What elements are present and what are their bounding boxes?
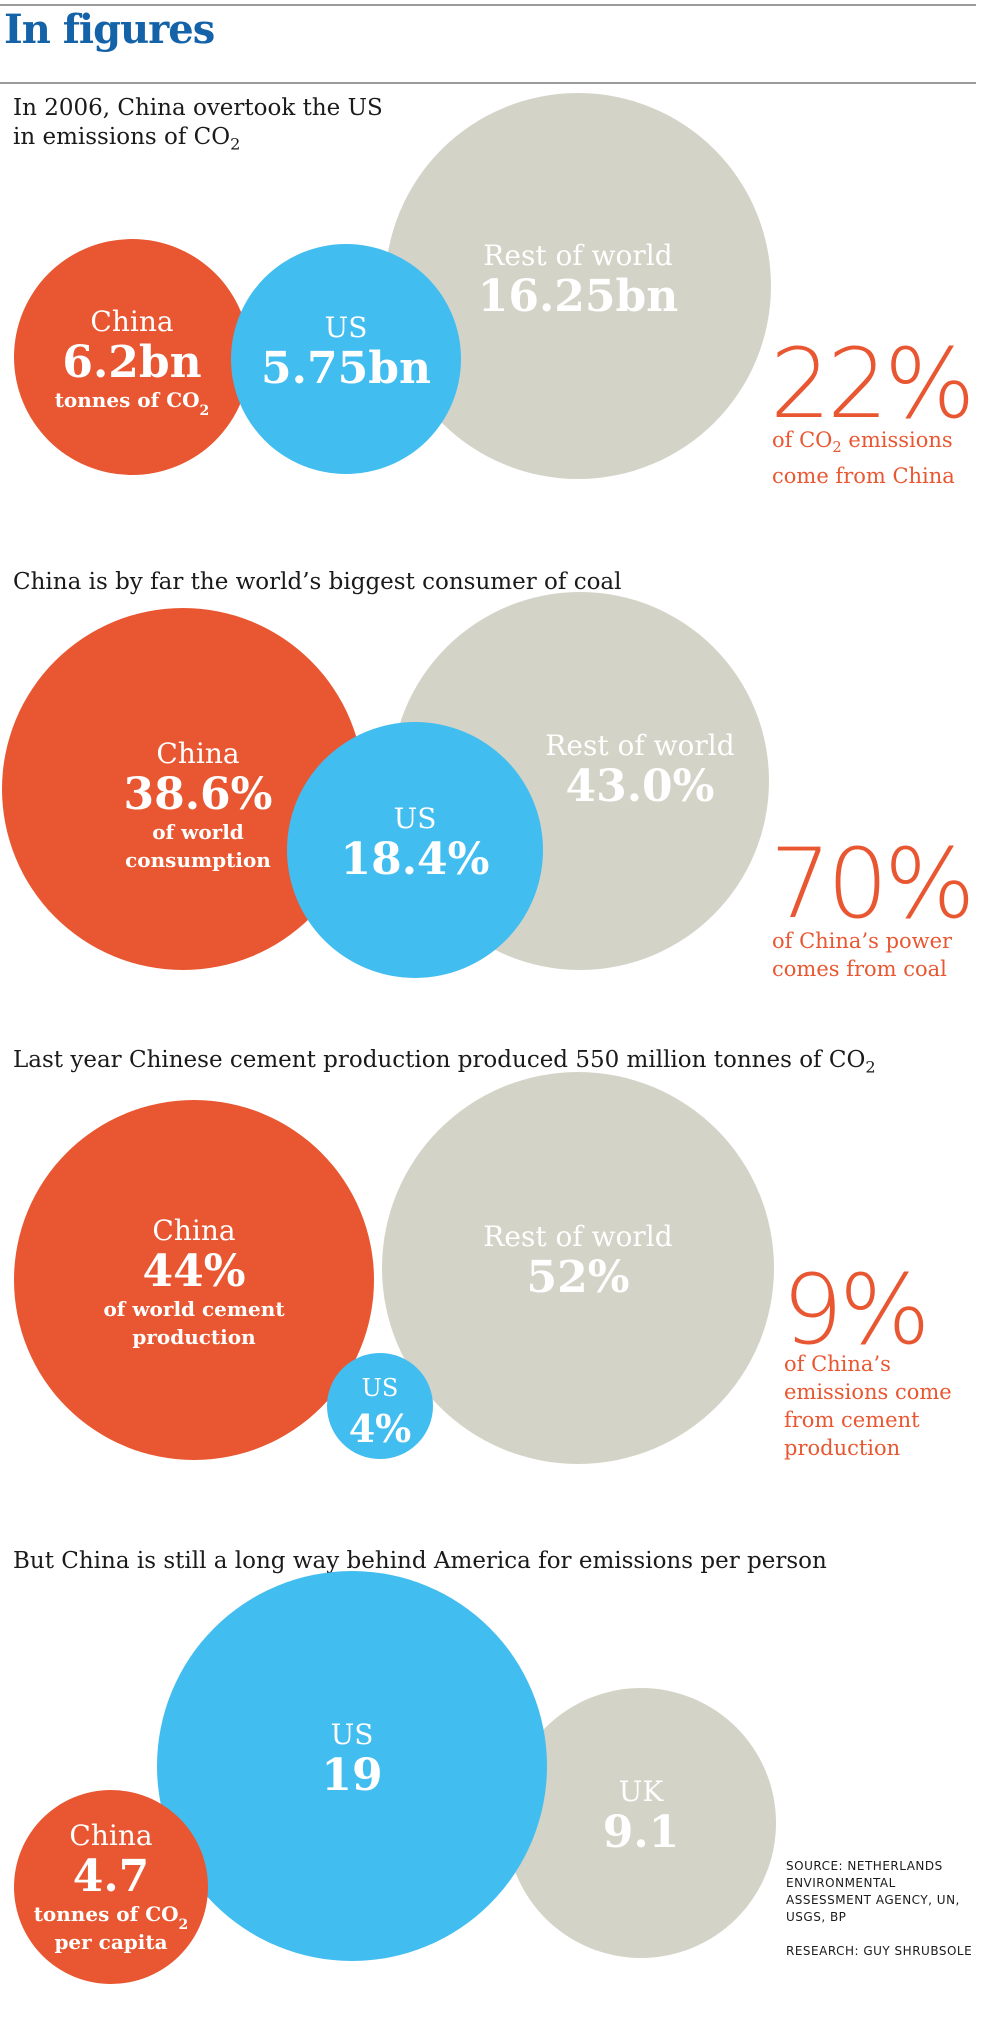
panel-2-title-text: China is by far the world’s biggest cons… [13,569,622,595]
stat-1-text-line: come from China [772,464,955,489]
top-rule [0,4,976,6]
panel-4-title-text: But China is still a long way behind Ame… [13,1548,827,1574]
bubble-china-name: China [69,1819,152,1852]
title-rule [0,82,976,84]
bubble-us-name: US [331,1718,374,1751]
bubble-china-name: China [152,1214,235,1247]
bubble-china [2,608,364,970]
bubble-uk [506,1688,776,1958]
stat-1-value: 22% [770,328,975,440]
bubble-us [327,1353,433,1459]
bubble-china-value: 44% [142,1246,245,1297]
stat-2-text: of China’s power comes from coal [772,927,952,983]
panel-1-title: In 2006, China overtook the US in emissio… [13,94,383,159]
stat-3-text-line: of China’s [784,1352,891,1376]
research-credit: RESEARCH: GUY SHRUBSOLE [786,1944,973,1958]
bubble-rest-of-world-value: 43.0% [566,761,715,812]
bubble-rest-of-world-value: 16.25bn [478,271,679,322]
stat-3-value: 9% [782,1254,930,1366]
bubble-us-name: US [362,1374,399,1402]
bubble-us-value: 4% [349,1406,412,1451]
panel-1-title-text: In 2006, China overtook the US in emissio… [13,95,383,154]
bubble-china [14,1790,208,1984]
bubble-rest-of-world-value: 52% [526,1252,629,1303]
stat-1-text: of CO2 emissions come from China [772,426,955,490]
bubble-china-name: China [156,737,239,770]
bubble-rest-of-world [382,1072,774,1464]
bubble-china-value: 6.2bn [62,337,201,388]
bubble-rest-of-world-name: Rest of world [483,239,672,272]
bubble-china-note: production [132,1325,256,1349]
stat-1-text-line: of CO2 emissions [772,428,953,457]
page-title: In figures [4,6,215,53]
stat-3-text-line: production [784,1436,901,1460]
bubble-us-value: 5.75bn [261,343,431,394]
bubble-us-value: 19 [321,1750,382,1801]
bubble-china-note: per capita [54,1930,167,1954]
bubble-us-name: US [325,311,368,344]
bubble-rest-of-world-name: Rest of world [545,729,734,762]
bubble-china-note: of world cement [103,1297,285,1321]
bubble-us [157,1571,547,1961]
bubble-us-value: 18.4% [341,834,490,885]
bubble-china-name: China [90,305,173,338]
bubble-us [231,244,461,474]
bubble-uk-value: 9.1 [603,1807,680,1858]
bubble-china-note: consumption [125,848,271,872]
bubble-rest-of-world-name: Rest of world [483,1220,672,1253]
bubble-china [14,1100,374,1460]
panel-3-title-text: Last year Chinese cement production prod… [13,1047,876,1077]
stat-3-text: of China’s emissions come from cement produ… [784,1350,952,1462]
source-note: SOURCE: NETHERLANDS ENVIRONMENTAL ASSESS… [786,1859,960,1924]
bubble-china-value: 38.6% [124,769,273,820]
stat-2-value: 70% [770,828,975,940]
stat-2-text-line: comes from coal [772,957,947,981]
bubble-us [287,722,543,978]
bubble-us-name: US [394,802,437,835]
stat-3-text-line: emissions come [784,1380,952,1404]
bubble-uk-name: UK [619,1775,665,1808]
panel-2-title: China is by far the world’s biggest cons… [13,568,622,597]
stat-2-text-line: of China’s power [772,929,953,953]
bubble-china-value: 4.7 [73,1851,150,1902]
panel-4-title: But China is still a long way behind Ame… [13,1547,827,1576]
panel-3-title: Last year Chinese cement production prod… [13,1046,876,1082]
bubble-rest-of-world [385,93,771,479]
stat-3-text-line: from cement [784,1408,920,1432]
bubble-china [14,239,250,475]
bubble-china-note: of world [152,820,244,844]
